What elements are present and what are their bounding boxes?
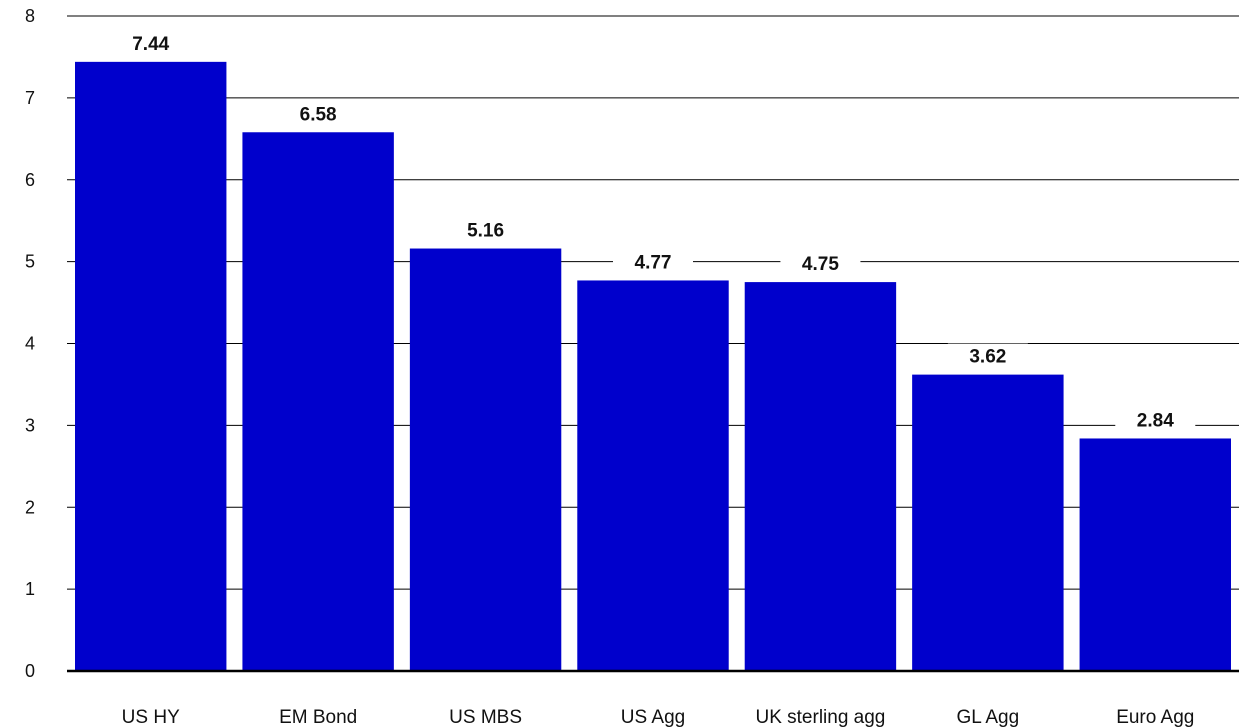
x-category-label: US MBS [449,707,522,727]
y-tick-label: 1 [25,579,35,599]
data-label: 3.62 [969,347,1006,368]
x-category-label: US Agg [621,707,685,727]
bar [242,132,394,671]
y-tick-label: 4 [25,334,35,354]
data-label-bg [110,30,191,57]
bar [75,61,227,672]
x-category-label: Euro Agg [1116,707,1194,727]
data-label: 6.58 [300,104,337,125]
x-category-label: UK sterling agg [755,707,885,727]
bar [577,280,729,671]
data-label: 5.16 [467,221,504,242]
x-category-label: US HY [122,707,180,727]
y-tick-label: 3 [25,415,35,435]
bar [409,248,562,671]
data-label-bg [445,217,526,244]
data-label-bg [278,101,359,128]
y-tick-label: 2 [25,497,35,517]
bar [744,282,897,671]
data-label: 2.84 [1137,410,1174,431]
y-tick-label: 8 [25,6,35,26]
y-tick-label: 7 [25,88,35,108]
data-label: 4.75 [802,254,839,275]
labels: 0 1 2 3 4 5 6 7 8 7.44 US HY 6.58 EM Bond 5.16 US MBS 4… [25,6,1196,727]
y-tick-label: 5 [25,252,35,272]
data-label-bg [947,343,1028,370]
x-category-label: EM Bond [279,707,357,727]
x-category-label: GL Agg [957,707,1020,727]
bars [75,61,1231,672]
bar [1079,438,1231,671]
data-label-bg [1115,407,1196,434]
data-label-bg [613,249,693,276]
y-tick-label: 0 [25,661,35,681]
y-tick-label: 6 [25,170,35,190]
data-label: 4.77 [635,252,672,273]
data-label-bg [780,251,861,278]
data-label: 7.44 [132,34,169,55]
bar [912,374,1064,671]
